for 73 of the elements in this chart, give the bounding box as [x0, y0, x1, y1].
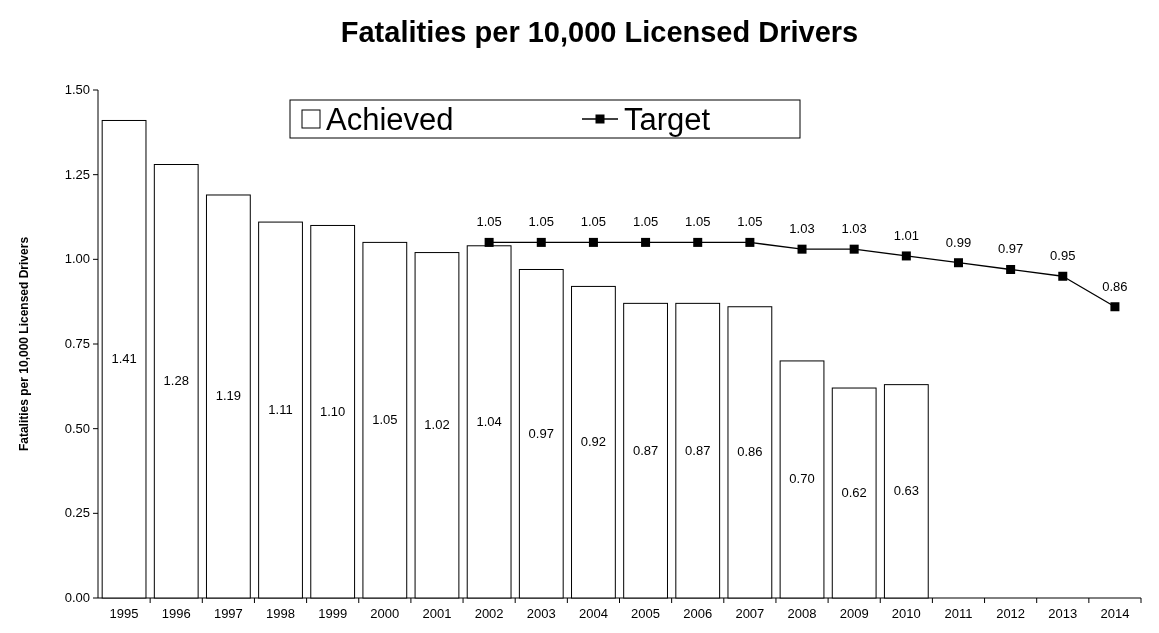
y-tick-label: 0.50 [64, 420, 90, 436]
data-label: 1.02 [424, 417, 450, 433]
y-tick-label: 1.25 [64, 166, 90, 182]
data-label: 0.86 [1102, 278, 1128, 294]
data-label: 1.10 [320, 403, 346, 419]
point [1058, 271, 1068, 281]
data-label: 0.63 [893, 483, 919, 499]
x-tick-label: 1995 [109, 606, 139, 621]
y-tick-label: 1.50 [64, 82, 90, 97]
x-tick-label: 2007 [735, 606, 765, 621]
y-tick-label: 0.00 [64, 590, 90, 605]
y-axis-title: Fatalities per 10,000 Licensed Drivers [17, 236, 31, 452]
point [1110, 302, 1120, 312]
x-tick-label: 2002 [474, 606, 504, 621]
data-label: 1.05 [476, 214, 502, 230]
x-tick-label: 1998 [266, 606, 295, 621]
data-label: 1.05 [372, 412, 398, 428]
data-label: 1.05 [737, 214, 763, 230]
x-tick-label: 2001 [422, 606, 452, 621]
x-tick-label: 2004 [578, 606, 608, 621]
legend-label: Target [624, 102, 711, 137]
x-tick-label: 1999 [318, 606, 348, 621]
x-tick-label: 1996 [161, 606, 191, 621]
x-tick-label: 2009 [839, 606, 869, 621]
x-tick-label: 2012 [996, 606, 1026, 621]
point [953, 258, 963, 268]
point [1006, 264, 1016, 274]
data-label: 0.87 [632, 442, 659, 458]
point [797, 244, 807, 254]
point [588, 237, 598, 247]
data-label: 0.99 [945, 234, 972, 250]
data-label: 0.70 [789, 471, 815, 487]
x-tick-label: 2003 [526, 606, 556, 621]
data-label: 1.41 [111, 351, 137, 367]
data-label: 0.95 [1050, 248, 1076, 264]
data-label: 0.86 [737, 444, 763, 460]
y-tick-label: 1.00 [64, 251, 90, 267]
legend-label: Achieved [326, 102, 454, 137]
data-label: 1.19 [215, 388, 242, 404]
x-tick-label: 2014 [1100, 606, 1130, 621]
data-label: 0.97 [528, 425, 554, 441]
point [901, 251, 911, 261]
point [745, 237, 755, 247]
x-tick-label: 2006 [683, 606, 713, 621]
data-label: 1.04 [476, 413, 502, 429]
point [641, 237, 651, 247]
x-tick-label: 2005 [631, 606, 661, 621]
x-tick-label: 2011 [944, 606, 973, 621]
data-label: 1.05 [580, 214, 607, 230]
data-label: 1.05 [528, 214, 554, 230]
x-tick-label: 2000 [370, 606, 400, 621]
data-label: 1.05 [685, 214, 711, 230]
point [484, 237, 494, 247]
y-tick-label: 0.25 [64, 505, 90, 521]
chart-title: Fatalities per 10,000 Licensed Drivers [340, 16, 859, 48]
data-label: 1.11 [268, 402, 293, 418]
data-label: 1.03 [841, 221, 867, 237]
data-label: 0.92 [580, 434, 607, 450]
x-tick-label: 2010 [891, 606, 921, 621]
data-label: 1.03 [789, 221, 815, 237]
data-label: 0.87 [685, 442, 711, 458]
point [693, 237, 703, 247]
data-label: 1.05 [632, 214, 659, 230]
data-label: 0.62 [841, 485, 867, 501]
data-label: 1.01 [893, 227, 919, 243]
data-label: 0.97 [997, 241, 1024, 257]
x-tick-label: 2013 [1048, 606, 1078, 621]
y-tick-label: 0.75 [64, 336, 90, 351]
x-tick-label: 2008 [787, 606, 817, 621]
data-label: 1.28 [163, 373, 189, 389]
point [849, 244, 859, 254]
x-tick-label: 1997 [213, 606, 243, 621]
point [536, 237, 546, 247]
